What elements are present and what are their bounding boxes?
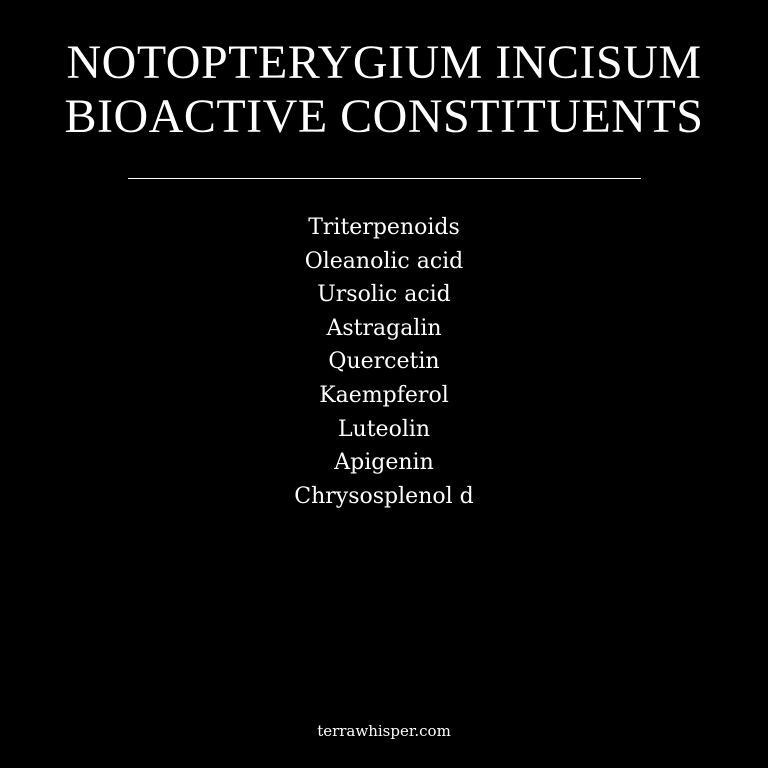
constituent-list: Triterpenoids Oleanolic acid Ursolic aci…: [0, 211, 768, 513]
list-item: Astragalin: [326, 315, 442, 341]
list-item: Apigenin: [334, 450, 434, 476]
title-divider: [128, 178, 641, 179]
title-line-2: BIOACTIVE CONSTITUENTS: [64, 90, 704, 143]
list-item: Quercetin: [328, 349, 440, 375]
list-item: Triterpenoids: [308, 215, 460, 240]
list-item: Ursolic acid: [317, 282, 451, 308]
page-title: NOTOPTERYGIUM INCISUM BIOACTIVE CONSTITU…: [0, 36, 768, 144]
list-item: Oleanolic acid: [304, 248, 464, 274]
title-line-1: NOTOPTERYGIUM INCISUM: [66, 36, 702, 89]
list-item: Chrysosplenol d: [294, 483, 474, 509]
footer-site-credit: terrawhisper.com: [317, 722, 451, 740]
list-item: Kaempferol: [319, 382, 449, 408]
list-item: Luteolin: [337, 416, 431, 442]
